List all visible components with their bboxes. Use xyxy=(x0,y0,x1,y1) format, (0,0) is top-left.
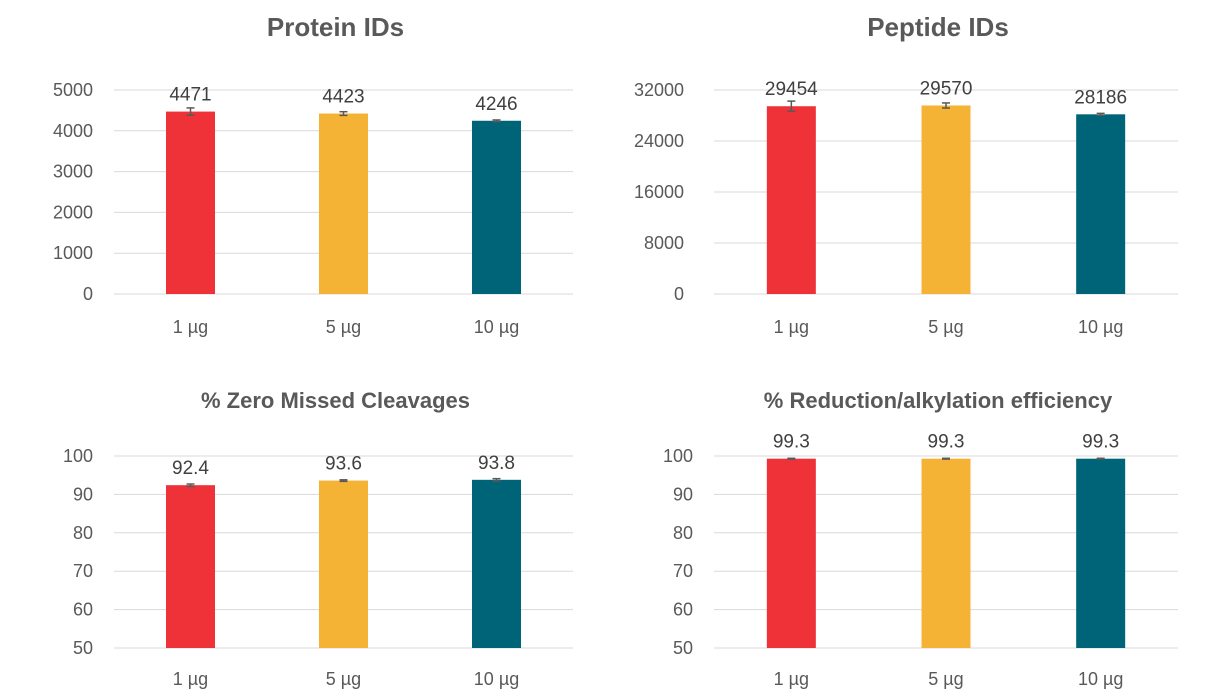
data-label: 99.3 xyxy=(1082,432,1119,453)
chart-title: % Reduction/alkylation efficiency xyxy=(764,388,1113,413)
y-tick-label: 80 xyxy=(673,523,693,543)
chart-peptide-ids: Peptide IDs 0 8000 16000 24000 32000 29454 1 µg… xyxy=(634,12,1178,337)
x-tick-label: 1 µg xyxy=(774,669,809,689)
y-tick-label: 5000 xyxy=(53,80,93,100)
y-tick-label: 4000 xyxy=(53,121,93,141)
y-tick-label: 1000 xyxy=(53,243,93,263)
x-tick-label: 5 µg xyxy=(928,669,963,689)
chart-panel-reduction-alkylation: % Reduction/alkylation efficiency 50 60 70 8… xyxy=(600,346,1200,692)
bar xyxy=(472,479,521,648)
y-tick-label: 8000 xyxy=(644,233,684,253)
y-tick-label: 60 xyxy=(73,600,93,620)
bar xyxy=(319,113,368,295)
y-tick-label: 90 xyxy=(673,484,693,504)
data-label: 4423 xyxy=(322,87,364,108)
y-tick-label: 32000 xyxy=(634,80,684,100)
x-tick-label: 10 µg xyxy=(474,317,519,337)
data-label: 4246 xyxy=(475,94,517,115)
chart-panel-protein-ids: Protein IDs 0 1000 2000 3000 4000 5000 4471 1 µg… xyxy=(0,0,600,346)
bar xyxy=(766,106,816,295)
chart-title: Protein IDs xyxy=(267,12,404,42)
x-tick-label: 10 µg xyxy=(1078,317,1123,337)
chart-panel-zero-missed-cleavages: % Zero Missed Cleavages 50 60 70 80 90 100 92.4… xyxy=(0,346,600,692)
data-label: 93.8 xyxy=(478,453,515,474)
y-tick-label: 60 xyxy=(673,600,693,620)
y-tick-label: 100 xyxy=(63,446,93,466)
y-tick-label: 2000 xyxy=(53,202,93,222)
bar xyxy=(1076,458,1126,648)
y-tick-label: 70 xyxy=(73,561,93,581)
y-tick-label: 50 xyxy=(673,638,693,658)
data-label: 28186 xyxy=(1074,87,1127,108)
data-label: 92.4 xyxy=(172,458,209,479)
bar xyxy=(1076,114,1126,295)
bar xyxy=(766,458,816,648)
data-label: 93.6 xyxy=(325,454,362,475)
bar xyxy=(921,458,971,648)
y-tick-label: 50 xyxy=(73,638,93,658)
bar xyxy=(166,485,215,648)
x-tick-label: 5 µg xyxy=(928,317,963,337)
x-tick-label: 5 µg xyxy=(326,317,361,337)
data-label: 99.3 xyxy=(928,432,965,453)
bar xyxy=(921,105,971,295)
x-tick-label: 10 µg xyxy=(1078,669,1123,689)
x-tick-label: 1 µg xyxy=(173,317,208,337)
y-tick-label: 70 xyxy=(673,561,693,581)
y-tick-label: 0 xyxy=(83,284,93,304)
chart-title: % Zero Missed Cleavages xyxy=(201,388,470,413)
y-tick-label: 80 xyxy=(73,523,93,543)
x-tick-label: 1 µg xyxy=(774,317,809,337)
chart-title: Peptide IDs xyxy=(867,12,1009,42)
y-tick-label: 3000 xyxy=(53,162,93,182)
bar xyxy=(166,111,215,295)
y-tick-label: 16000 xyxy=(634,182,684,202)
x-tick-label: 1 µg xyxy=(173,669,208,689)
x-tick-label: 10 µg xyxy=(474,669,519,689)
chart-zero-missed-cleavages: % Zero Missed Cleavages 50 60 70 80 90 100 92.4… xyxy=(63,388,573,689)
data-label: 29454 xyxy=(765,79,818,100)
chart-panel-peptide-ids: Peptide IDs 0 8000 16000 24000 32000 29454 1 µg… xyxy=(600,0,1200,346)
y-tick-label: 100 xyxy=(663,446,693,466)
data-label: 4471 xyxy=(169,85,211,106)
data-label: 29570 xyxy=(920,78,973,99)
y-tick-label: 24000 xyxy=(634,131,684,151)
chart-protein-ids: Protein IDs 0 1000 2000 3000 4000 5000 4471 1 µg… xyxy=(53,12,573,337)
x-tick-label: 5 µg xyxy=(326,669,361,689)
y-tick-label: 0 xyxy=(674,284,684,304)
bar xyxy=(319,480,368,648)
data-label: 99.3 xyxy=(773,432,810,453)
chart-reduction-alkylation: % Reduction/alkylation efficiency 50 60 70 8… xyxy=(663,388,1178,689)
bar xyxy=(472,120,521,294)
y-tick-label: 90 xyxy=(73,484,93,504)
